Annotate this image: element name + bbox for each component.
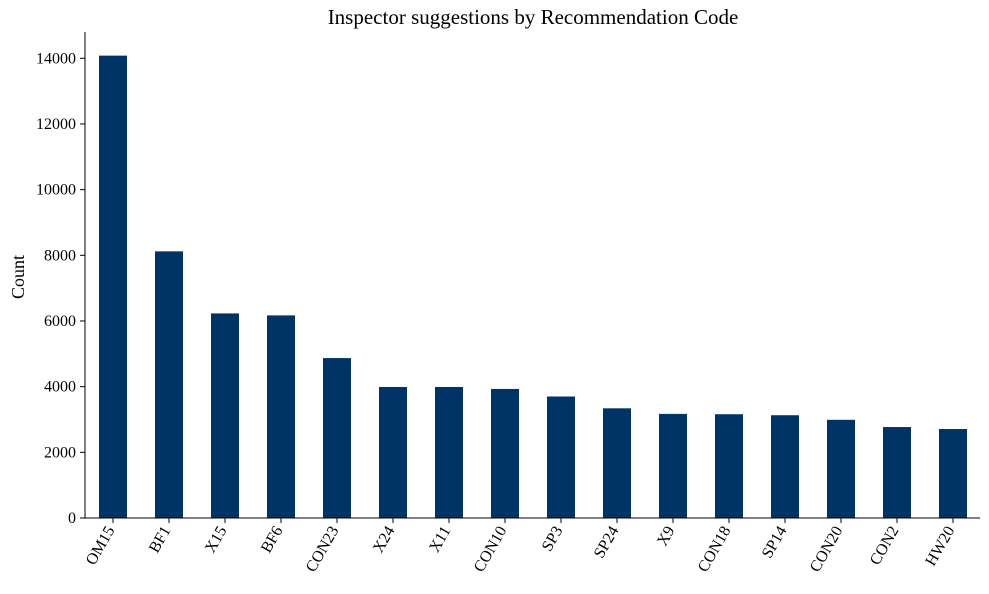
x-tick-label-sp3: SP3 <box>539 524 567 555</box>
bar-con2 <box>883 427 911 518</box>
bar-om15 <box>99 55 127 518</box>
bar-x24 <box>379 386 407 518</box>
x-tick-label-x9: X9 <box>654 524 679 549</box>
x-tick-label-sp24: SP24 <box>591 524 623 562</box>
y-tick-label: 6000 <box>44 313 76 330</box>
x-tick-label-con2: CON2 <box>867 524 903 569</box>
bar-bf1 <box>155 251 183 518</box>
bar-con18 <box>715 414 743 518</box>
x-tick-label-x24: X24 <box>370 524 399 556</box>
y-tick-label: 10000 <box>36 182 76 199</box>
y-tick-label: 8000 <box>44 247 76 264</box>
bar-con10 <box>491 388 519 518</box>
y-axis-label: Count <box>8 255 28 299</box>
plot-area: 0 2000 4000 6000 8000 10000 12000 14000 OM15 BF1 X… <box>36 32 980 575</box>
x-tick-label-om15: OM15 <box>83 524 119 569</box>
chart-title: Inspector suggestions by Recommendation … <box>328 5 739 29</box>
y-tick-label: 4000 <box>44 379 76 396</box>
bar-x15 <box>211 313 239 518</box>
bar-con23 <box>323 358 351 518</box>
bar-sp14 <box>771 415 799 518</box>
bar-con20 <box>827 419 855 518</box>
bar-hw20 <box>939 429 967 518</box>
x-tick-label-bf1: BF1 <box>146 524 175 556</box>
bar-x11 <box>435 386 463 518</box>
x-tick-label-hw20: HW20 <box>922 524 958 569</box>
x-tick-label-sp14: SP14 <box>759 524 791 562</box>
y-tick-label: 0 <box>68 510 76 527</box>
x-tick-label-con23: CON23 <box>303 524 343 576</box>
bar-bf6 <box>267 315 295 518</box>
bar-x9 <box>659 413 687 518</box>
x-tick-label-con18: CON18 <box>695 524 735 576</box>
y-tick-label: 12000 <box>36 116 76 133</box>
bar-sp24 <box>603 408 631 518</box>
y-tick-label: 2000 <box>44 444 76 461</box>
x-tick-label-x15: X15 <box>202 524 231 556</box>
bar-sp3 <box>547 396 575 518</box>
x-tick-label-con20: CON20 <box>807 524 847 576</box>
x-tick-label-con10: CON10 <box>471 524 511 576</box>
x-tick-label-x11: X11 <box>426 524 454 556</box>
y-tick-label: 14000 <box>36 50 76 67</box>
x-tick-label-bf6: BF6 <box>258 524 287 556</box>
